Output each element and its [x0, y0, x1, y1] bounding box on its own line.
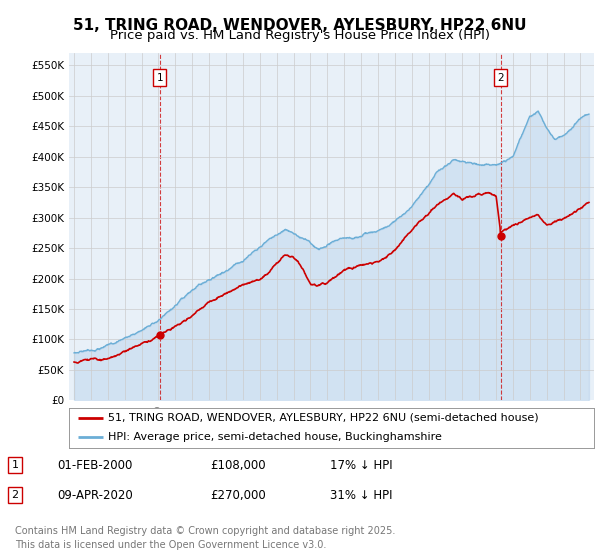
Text: 17% ↓ HPI: 17% ↓ HPI [330, 459, 392, 472]
Text: 01-FEB-2000: 01-FEB-2000 [57, 459, 133, 472]
Text: 2: 2 [11, 490, 19, 500]
Text: 2: 2 [497, 73, 504, 82]
Text: 1: 1 [157, 73, 163, 82]
Text: 51, TRING ROAD, WENDOVER, AYLESBURY, HP22 6NU: 51, TRING ROAD, WENDOVER, AYLESBURY, HP2… [73, 18, 527, 33]
Text: £108,000: £108,000 [210, 459, 266, 472]
Text: £270,000: £270,000 [210, 488, 266, 502]
Text: 1: 1 [11, 460, 19, 470]
Text: 51, TRING ROAD, WENDOVER, AYLESBURY, HP22 6NU (semi-detached house): 51, TRING ROAD, WENDOVER, AYLESBURY, HP2… [109, 413, 539, 423]
Text: Price paid vs. HM Land Registry's House Price Index (HPI): Price paid vs. HM Land Registry's House … [110, 29, 490, 42]
Text: 09-APR-2020: 09-APR-2020 [57, 488, 133, 502]
Text: HPI: Average price, semi-detached house, Buckinghamshire: HPI: Average price, semi-detached house,… [109, 432, 442, 442]
Text: 31% ↓ HPI: 31% ↓ HPI [330, 488, 392, 502]
Text: Contains HM Land Registry data © Crown copyright and database right 2025.
This d: Contains HM Land Registry data © Crown c… [15, 526, 395, 549]
